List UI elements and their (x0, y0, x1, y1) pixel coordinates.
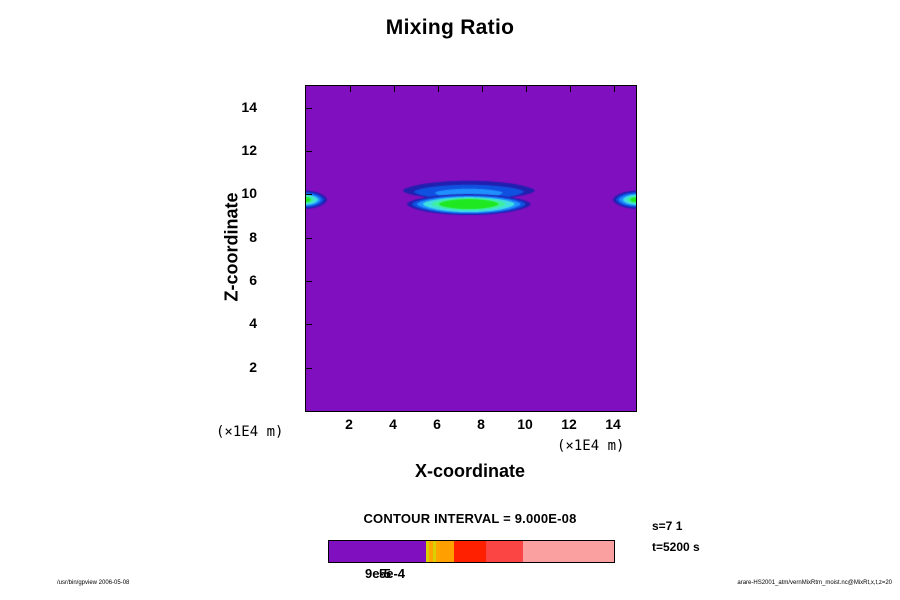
y-axis-unit: (×1E4 m) (216, 424, 284, 440)
x-tick-label: 4 (389, 416, 397, 432)
y-tick-minor (305, 129, 306, 130)
x-tick-minor (592, 411, 593, 412)
x-tick-label: 10 (517, 416, 533, 432)
colorbar-segment (485, 541, 523, 562)
x-tick-mark (394, 411, 395, 412)
y-tick-label: 2 (249, 358, 257, 375)
x-tick-mark-inner (482, 86, 483, 92)
x-tick-mark-inner (526, 86, 527, 92)
y-tick-mark-inner (306, 281, 312, 282)
sigma-level-annotation: s=7 1 (652, 519, 683, 533)
x-tick-label: 2 (345, 416, 353, 432)
contour-interval-label: CONTOUR INTERVAL = 9.000E-08 (363, 511, 577, 526)
y-tick-label: 6 (249, 272, 257, 288)
x-tick-minor (416, 411, 417, 412)
x-tick-mark-inner (394, 86, 395, 92)
colorbar (328, 540, 615, 563)
colorbar-segment (432, 541, 437, 562)
x-tick-label: 12 (561, 416, 577, 432)
y-tick-mark-inner (306, 367, 312, 369)
y-tick-minor (305, 173, 306, 174)
x-axis-title: X-coordinate (414, 461, 525, 481)
x-tick-mark (526, 411, 527, 412)
x-tick-mark (614, 411, 615, 412)
x-tick-minor (372, 411, 373, 412)
footer-command: /usr/bin/gpview 2006-05-08 (57, 580, 130, 586)
colorbar-tick-label: 9e-5 (364, 566, 392, 581)
colorbar-segment (454, 541, 486, 562)
y-tick-minor (305, 346, 306, 347)
colorbar-segment (425, 541, 430, 562)
x-tick-mark-inner (570, 86, 571, 92)
contour-canvas (306, 86, 636, 411)
page-title: Mixing Ratio (385, 16, 515, 39)
x-tick-minor (636, 411, 637, 412)
x-tick-mark-inner (614, 86, 615, 92)
colorbar-tick-label: 5e-4 (378, 566, 406, 581)
y-tick-label: 12 (241, 142, 257, 158)
y-tick-minor (305, 86, 306, 87)
colorbar-segment (436, 541, 440, 562)
y-tick-mark-inner (306, 237, 312, 239)
y-tick-mark-inner (306, 151, 312, 152)
y-tick-mark-inner (306, 324, 312, 326)
contour-plot (305, 85, 637, 412)
x-axis-unit: (×1E4 m) (557, 438, 625, 454)
x-tick-minor (460, 411, 461, 412)
y-tick-label: 10 (241, 185, 257, 202)
y-tick-label: 14 (241, 98, 257, 115)
time-annotation: t=5200 s (652, 540, 700, 554)
colorbar-segment (429, 541, 433, 562)
footer-datasource: arare-HS2001_atm/vernMixRtm_moist.nc@Mix… (737, 580, 892, 586)
y-tick-minor (305, 216, 306, 217)
colorbar-segment (439, 541, 455, 562)
y-tick-mark-inner (306, 194, 312, 196)
y-tick-minor (305, 303, 306, 304)
x-tick-mark-inner (438, 86, 439, 92)
x-tick-mark (350, 411, 351, 412)
x-tick-minor (504, 411, 505, 412)
x-tick-mark (482, 411, 483, 412)
x-tick-mark (438, 411, 439, 412)
y-tick-label: 4 (249, 315, 257, 332)
y-tick-minor (305, 259, 306, 260)
x-tick-label: 6 (433, 416, 441, 432)
x-tick-mark (570, 411, 571, 412)
y-tick-label: 8 (249, 228, 257, 245)
y-axis-title: Z-coordinate (221, 192, 242, 302)
x-tick-minor (548, 411, 549, 412)
colorbar-segment (522, 541, 614, 562)
x-tick-label: 8 (477, 416, 485, 432)
x-tick-mark-inner (350, 86, 351, 92)
y-tick-mark-inner (306, 107, 312, 109)
x-tick-label: 14 (605, 416, 621, 432)
x-tick-minor (328, 411, 329, 412)
y-tick-minor (305, 389, 306, 390)
colorbar-segment (329, 541, 426, 562)
